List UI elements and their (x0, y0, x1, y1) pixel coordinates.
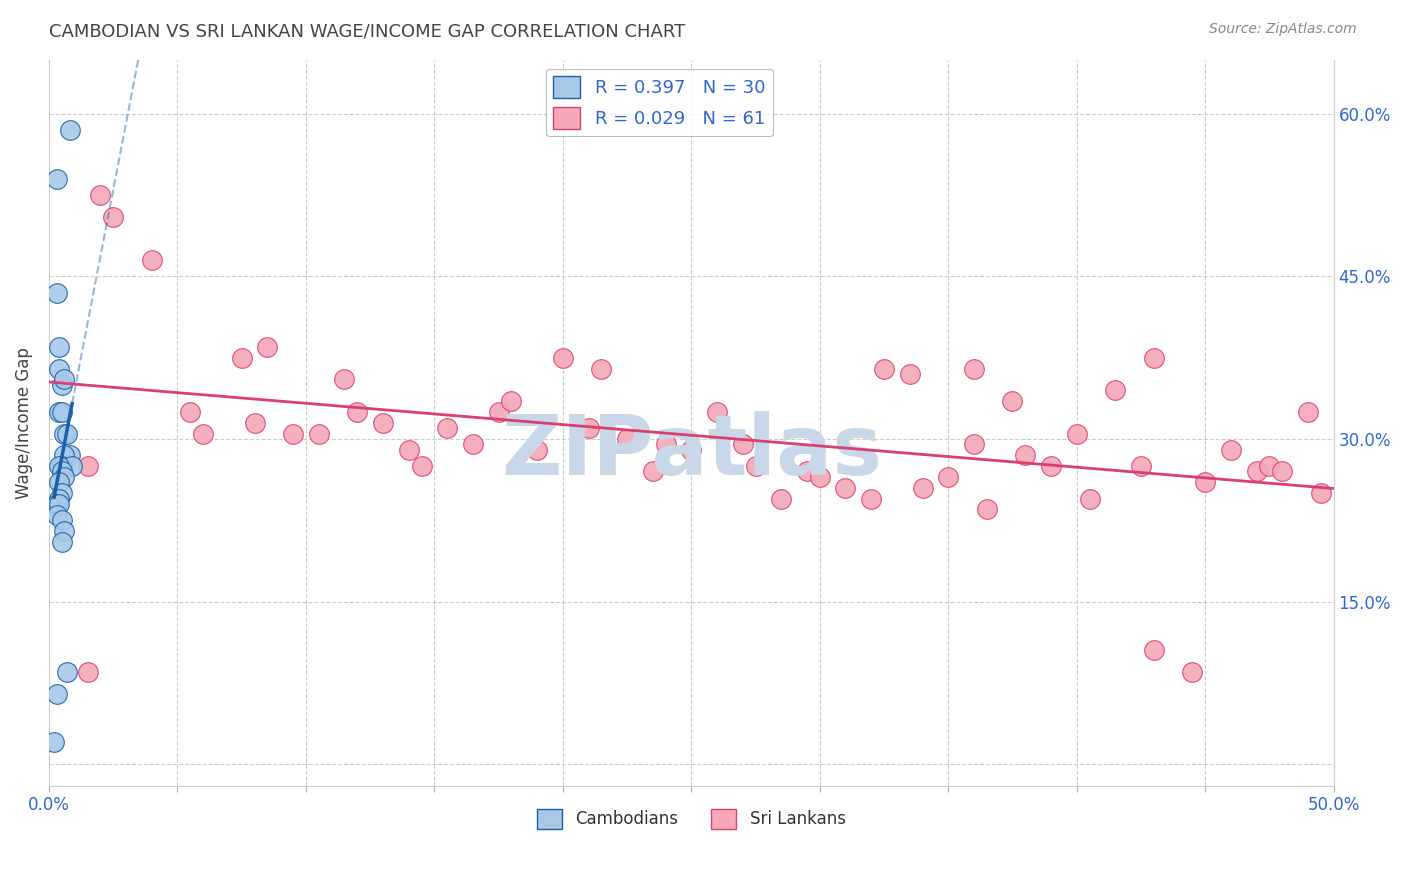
Point (48, 340, 70, 354)
Point (191, 426, 214, 441)
Point (398, 442, 420, 457)
Point (48, 458, 70, 473)
Point (51, 377, 73, 392)
Point (706, 405, 728, 419)
Point (976, 502, 998, 516)
Point (48, 491, 70, 506)
Point (744, 458, 766, 473)
Point (911, 481, 934, 495)
Point (103, 210, 125, 224)
Point (1271, 465, 1294, 479)
Point (873, 361, 896, 376)
Point (48, 497, 70, 511)
Point (53, 426, 76, 441)
Point (1219, 442, 1241, 457)
Point (681, 442, 703, 457)
Point (1129, 458, 1152, 473)
Point (48, 405, 70, 419)
Point (45, 285, 67, 300)
Point (51, 486, 73, 500)
Point (526, 442, 548, 457)
Point (616, 432, 638, 446)
Point (333, 372, 356, 386)
Point (53, 372, 76, 386)
Point (58, 448, 80, 462)
Point (51, 535, 73, 549)
Point (243, 416, 266, 430)
Point (45, 497, 67, 511)
Point (1078, 491, 1101, 506)
Point (860, 491, 883, 506)
Point (76, 665, 98, 679)
Point (436, 421, 458, 435)
Point (256, 340, 278, 354)
Point (834, 481, 856, 495)
Point (56, 665, 79, 679)
Point (48, 361, 70, 376)
Point (51, 513, 73, 527)
Point (411, 458, 433, 473)
Point (963, 437, 986, 451)
Point (796, 465, 818, 479)
Point (45, 171, 67, 186)
Text: CAMBODIAN VS SRI LANKAN WAGE/INCOME GAP CORRELATION CHART: CAMBODIAN VS SRI LANKAN WAGE/INCOME GAP … (49, 22, 686, 40)
Legend: Cambodians, Sri Lankans: Cambodians, Sri Lankans (530, 802, 852, 836)
Point (488, 405, 510, 419)
Point (1309, 486, 1331, 500)
Point (51, 405, 73, 419)
Point (76, 458, 98, 473)
Y-axis label: Wage/Income Gap: Wage/Income Gap (15, 347, 32, 499)
Point (53, 524, 76, 538)
Point (89, 188, 111, 202)
Point (141, 253, 163, 268)
Point (1001, 394, 1024, 409)
Point (461, 437, 484, 451)
Point (1194, 475, 1216, 490)
Point (42, 735, 65, 749)
Point (731, 437, 754, 451)
Point (60, 458, 83, 473)
Point (45, 687, 67, 701)
Point (1014, 448, 1036, 462)
Point (1066, 426, 1088, 441)
Point (1258, 458, 1281, 473)
Text: ZIPatlas: ZIPatlas (501, 411, 882, 492)
Point (179, 405, 201, 419)
Point (936, 470, 959, 484)
Point (770, 491, 793, 506)
Point (308, 426, 330, 441)
Text: Source: ZipAtlas.com: Source: ZipAtlas.com (1209, 22, 1357, 37)
Point (48, 475, 70, 490)
Point (1296, 405, 1319, 419)
Point (281, 426, 304, 441)
Point (51, 458, 73, 473)
Point (654, 437, 676, 451)
Point (641, 465, 664, 479)
Point (1181, 665, 1204, 679)
Point (1143, 643, 1166, 657)
Point (53, 470, 76, 484)
Point (53, 448, 76, 462)
Point (346, 405, 368, 419)
Point (371, 416, 394, 430)
Point (1143, 351, 1166, 365)
Point (963, 361, 986, 376)
Point (808, 470, 831, 484)
Point (45, 508, 67, 522)
Point (578, 421, 600, 435)
Point (591, 361, 613, 376)
Point (551, 351, 574, 365)
Point (898, 367, 921, 381)
Point (56, 426, 79, 441)
Point (1246, 465, 1268, 479)
Point (231, 351, 253, 365)
Point (1040, 458, 1063, 473)
Point (1104, 383, 1126, 397)
Point (58, 123, 80, 137)
Point (501, 394, 523, 409)
Point (51, 465, 73, 479)
